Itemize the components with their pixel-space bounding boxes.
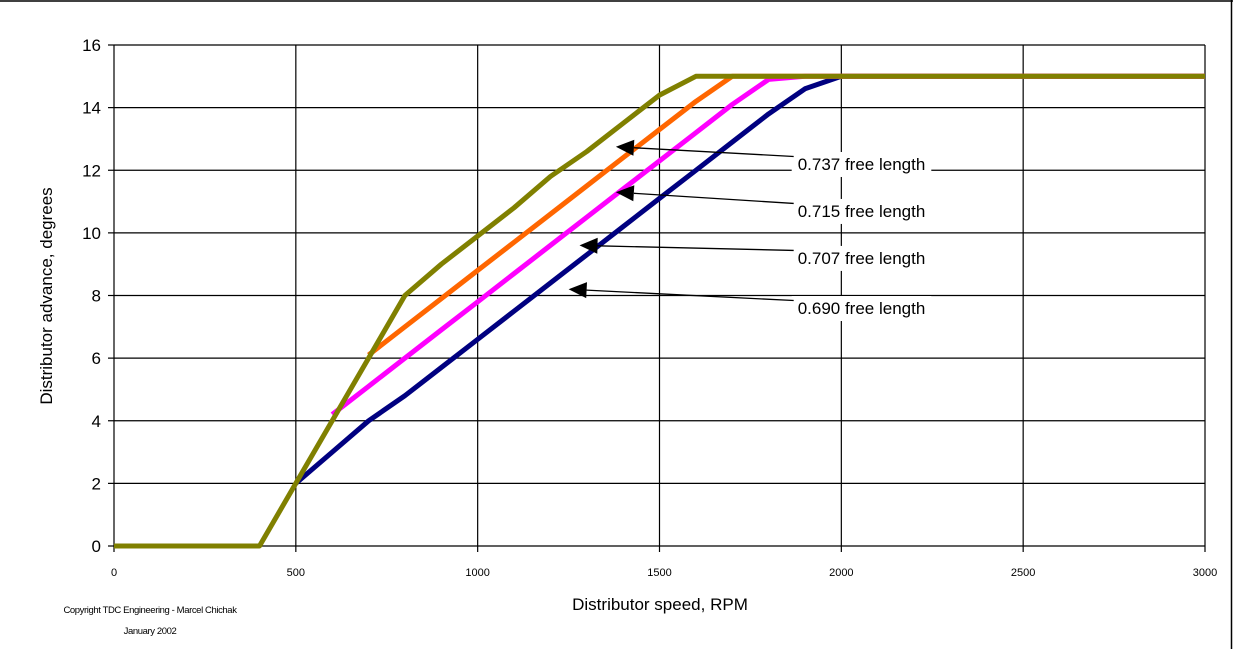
x-tick-label: 0 [111, 567, 117, 579]
annotation-arrow-line [597, 245, 794, 252]
series-line-4 [114, 73, 1205, 549]
y-tick-label: 0 [92, 537, 101, 556]
grid [108, 44, 1206, 552]
x-axis-label: Distributor speed, RPM [572, 595, 748, 614]
annotation-label: 0.715 free length [798, 202, 926, 221]
x-tick-label: 1500 [647, 567, 671, 579]
series-line-2 [330, 73, 1205, 417]
y-tick-label: 8 [92, 287, 101, 306]
annotation-label: 0.707 free length [798, 249, 926, 268]
x-tick-label: 2500 [1011, 567, 1035, 579]
y-tick-label: 6 [92, 349, 101, 368]
annotation-2: 0.715 free length [615, 185, 932, 224]
copyright-line-2: January 2002 [124, 626, 177, 637]
y-tick-label: 14 [82, 99, 101, 118]
annotation-label: 0.690 free length [798, 299, 926, 318]
x-tick-label: 500 [287, 567, 305, 579]
annotation-label: 0.737 free length [798, 155, 926, 174]
copyright-line-1: Copyright TDC Engineering - Marcel Chich… [63, 605, 237, 616]
y-tick-label: 4 [92, 412, 101, 431]
y-tick-label: 12 [82, 161, 101, 180]
annotation-arrowhead [568, 282, 587, 299]
annotation-arrow-line [633, 192, 794, 205]
annotation-arrow-line [586, 289, 794, 302]
annotation-3: 0.707 free length [579, 237, 932, 271]
annotation-box [791, 198, 932, 224]
x-tick-label: 2000 [829, 567, 853, 579]
x-tick-label: 1000 [465, 567, 489, 579]
y-axis-label: Distributor advance, degrees [37, 187, 56, 404]
annotation-box [791, 245, 932, 271]
annotation-arrowhead [579, 237, 598, 254]
annotations: 0.737 free length 0.715 free length 0.707 … [568, 139, 932, 322]
y-tick-label: 16 [82, 36, 101, 55]
tick-labels: 0 2 4 6 8 10 12 14 16 0 500 1000 1500 2000 2500 3000 [82, 36, 1217, 579]
annotation-arrowhead [615, 185, 635, 202]
annotation-box [791, 151, 932, 177]
series-line-3 [367, 73, 1205, 357]
y-tick-label: 2 [92, 474, 101, 493]
annotation-1: 0.737 free length [615, 139, 932, 177]
series-line-1 [294, 73, 1205, 486]
annotation-arrow-line [633, 147, 794, 158]
annotation-4: 0.690 free length [568, 282, 932, 322]
annotation-arrowhead [615, 139, 635, 156]
annotation-box [791, 296, 932, 322]
x-tick-label: 3000 [1193, 567, 1217, 579]
y-tick-label: 10 [82, 224, 101, 243]
series-lines [114, 73, 1205, 549]
